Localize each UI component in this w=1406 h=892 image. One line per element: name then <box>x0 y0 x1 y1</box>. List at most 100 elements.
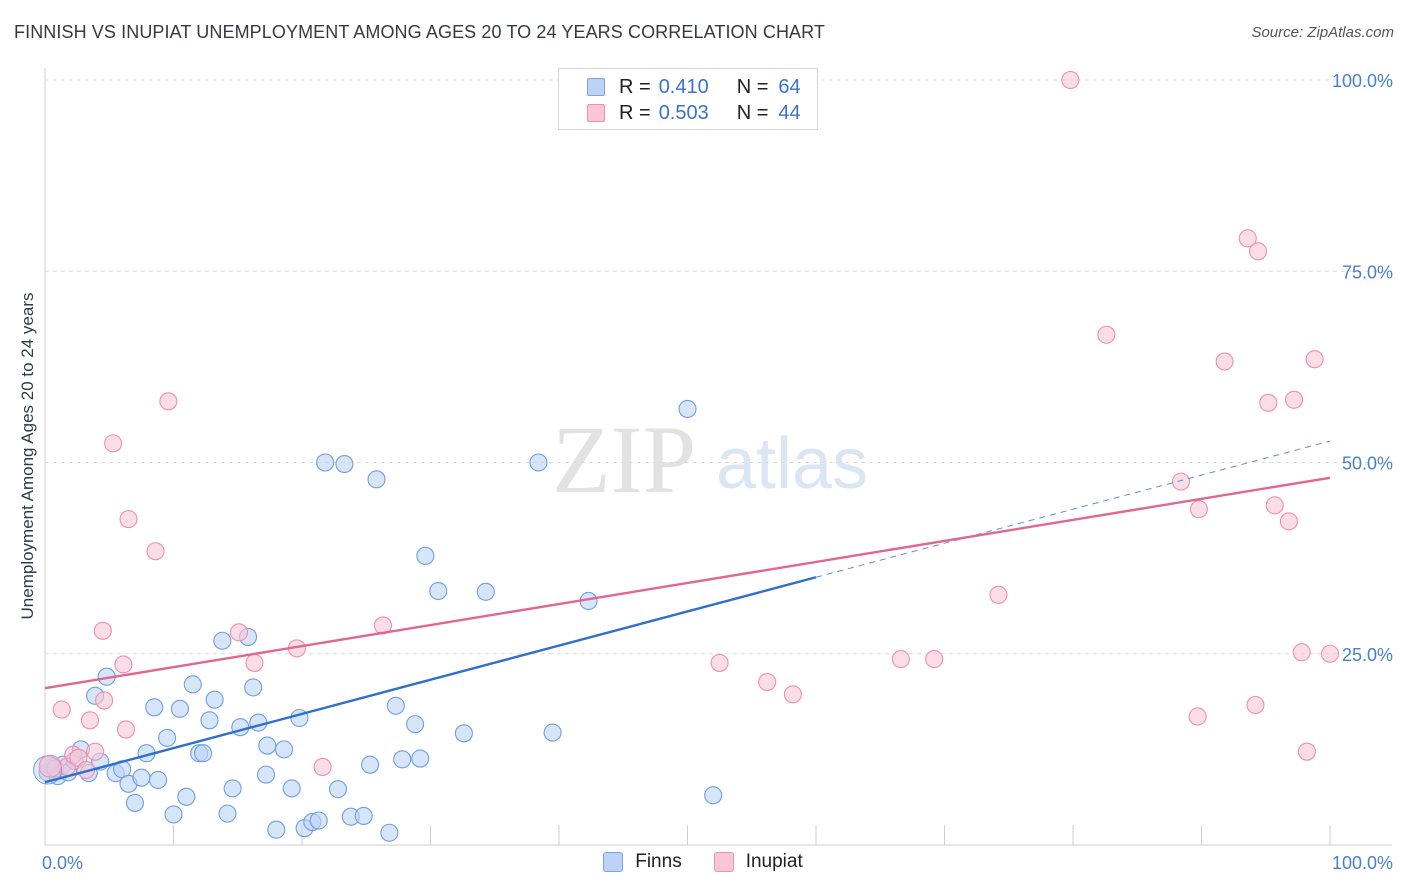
y-tick-label-25: 25.0% <box>1342 645 1393 665</box>
inupiat-point <box>229 623 249 642</box>
inupiat-point <box>159 392 178 411</box>
finns-point <box>213 631 232 650</box>
finns-point <box>145 698 164 717</box>
finns-trend-line <box>44 576 817 784</box>
inupiat-point <box>1238 229 1257 248</box>
series-legend: Finns Inupiat <box>0 851 1406 873</box>
finns-point <box>183 675 202 694</box>
finns-point <box>678 399 697 419</box>
finns-point <box>406 715 425 734</box>
finns-point <box>256 765 276 784</box>
legend-r-label: R = <box>619 101 651 124</box>
x-tick-label-right: 100.0% <box>1332 853 1393 873</box>
grid-lines <box>45 79 1392 655</box>
finns-point <box>200 711 219 730</box>
finns-point <box>194 744 213 763</box>
finns-point <box>249 713 268 732</box>
finns-point <box>149 770 168 790</box>
finns-point <box>316 453 335 472</box>
inupiat-point <box>1248 242 1268 261</box>
finns-point <box>361 755 380 774</box>
legend-item-finns: Finns <box>603 851 682 873</box>
finns-point <box>380 823 399 842</box>
finns-point <box>170 699 189 718</box>
finns-cluster-point <box>33 755 63 785</box>
x-tick-label-left: 0.0% <box>42 853 83 873</box>
inupiat-point <box>1097 325 1116 344</box>
legend-r-value: 0.410 <box>658 75 709 98</box>
inupiat-point <box>1292 643 1311 662</box>
finns-point <box>244 678 263 697</box>
finns-swatch-icon <box>587 78 605 96</box>
finns-point <box>258 736 277 755</box>
inupiat-point <box>95 691 114 710</box>
inupiat-cluster-point <box>38 754 62 778</box>
finns-point <box>164 805 183 824</box>
finns-point <box>704 786 723 805</box>
finns-point <box>476 582 495 601</box>
inupiat-trend-line <box>44 476 1331 690</box>
inupiat-point <box>114 655 133 674</box>
chart-title: FINNISH VS INUPIAT UNEMPLOYMENT AMONG AG… <box>14 22 826 42</box>
inupiat-point <box>1215 352 1234 371</box>
inupiat-point <box>891 650 910 669</box>
inupiat-point <box>1279 512 1298 531</box>
inupiat-point <box>783 685 802 704</box>
finns-trend-extension <box>815 440 1331 578</box>
legend-n-value: 64 <box>778 75 801 98</box>
inupiat-point <box>80 711 100 730</box>
inupiat-point <box>1189 500 1208 519</box>
inupiat-point <box>1265 496 1284 515</box>
inupiat-point <box>146 542 165 561</box>
inupiat-point <box>119 510 138 529</box>
legend-n-label: N = <box>736 101 769 124</box>
inupiat-point <box>758 673 777 692</box>
watermark: ZIP atlas <box>552 406 868 513</box>
inupiat-point <box>1284 390 1304 409</box>
axes <box>44 68 1392 846</box>
finns-point <box>393 750 412 769</box>
legend-finns-label: Finns <box>635 851 682 872</box>
y-tick-label-100: 100.0% <box>1332 71 1393 91</box>
inupiat-point <box>1246 695 1265 715</box>
finns-point <box>386 696 405 715</box>
finns-point <box>177 787 196 806</box>
finns-point <box>132 768 151 787</box>
finns-point <box>529 453 548 472</box>
y-tick-label-75: 75.0% <box>1342 262 1393 282</box>
tick-labels: 25.0% 50.0% 75.0% 100.0% 0.0% 100.0% <box>42 71 1393 873</box>
finns-point <box>274 740 294 759</box>
legend-inupiat-label: Inupiat <box>745 851 803 872</box>
finns-point <box>267 820 286 839</box>
stats-legend: R = 0.410 N = 64 R = 0.503 N = 44 <box>558 68 818 130</box>
inupiat-legend-swatch-icon <box>713 852 734 872</box>
finns-point <box>328 780 348 799</box>
legend-n-label: N = <box>736 75 769 98</box>
inupiat-swatch-icon <box>587 104 605 122</box>
inupiat-point <box>1188 707 1207 726</box>
inupiat-point <box>1061 70 1080 90</box>
finns-point <box>367 470 386 489</box>
finns-point <box>335 454 354 474</box>
legend-r-label: R = <box>619 75 651 98</box>
finns-point <box>282 779 301 798</box>
legend-n-value: 44 <box>778 101 801 124</box>
inupiat-point <box>104 434 123 453</box>
finns-point <box>454 724 473 743</box>
finns-point <box>411 749 430 768</box>
finns-point <box>429 581 448 601</box>
legend-row-finns: R = 0.410 N = 64 <box>559 73 801 101</box>
inupiat-point <box>989 585 1008 604</box>
y-tick-label-50: 50.0% <box>1342 454 1393 474</box>
finns-point <box>223 779 242 798</box>
finns-point <box>354 806 373 825</box>
inupiat-point <box>1297 742 1316 761</box>
finns-point <box>158 728 177 747</box>
inupiat-point <box>313 757 332 777</box>
watermark-zip: ZIP <box>552 406 696 513</box>
finns-point <box>309 811 328 830</box>
finns-point <box>125 793 144 812</box>
legend-row-inupiat: R = 0.503 N = 44 <box>559 99 801 127</box>
inupiat-point <box>116 720 136 739</box>
